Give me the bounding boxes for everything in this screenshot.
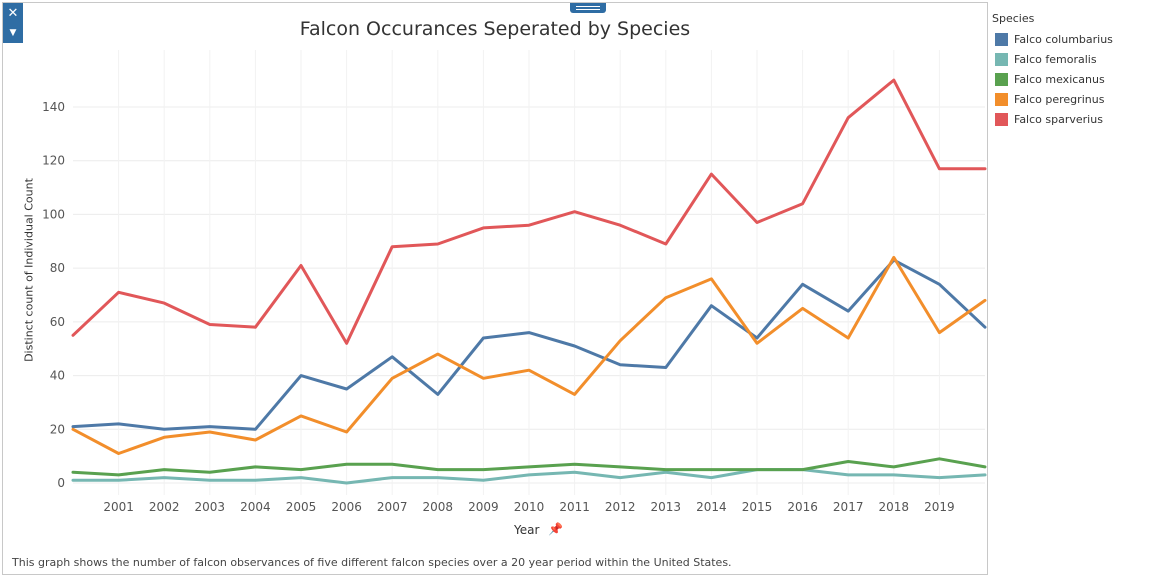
legend-swatch xyxy=(995,32,1008,46)
gridlines xyxy=(73,50,985,495)
x-tick-label: 2006 xyxy=(331,500,362,514)
x-tick-label: 2009 xyxy=(468,500,499,514)
x-tick-label: 2014 xyxy=(696,500,727,514)
legend-item[interactable]: Falco mexicanus xyxy=(992,69,1152,89)
legend-item[interactable]: Falco columbarius xyxy=(992,29,1152,49)
x-tick-label: 2005 xyxy=(286,500,317,514)
chart-title: Falcon Occurances Seperated by Species xyxy=(299,18,691,40)
series-line-falco-sparverius[interactable] xyxy=(71,78,987,345)
y-tick-label: 20 xyxy=(50,422,65,436)
x-tick-label: 2002 xyxy=(149,500,180,514)
legend-swatch xyxy=(995,72,1008,86)
x-axis-ticks: 2001 2002 2003 2004 2005 2006 2007 2008 2009 2010… xyxy=(103,500,954,514)
x-tick-label: 2015 xyxy=(742,500,773,514)
dropdown-menu-icon[interactable]: ▼ xyxy=(3,23,23,43)
x-tick-label: 2001 xyxy=(103,500,134,514)
legend-label: Falco peregrinus xyxy=(1014,92,1105,106)
close-icon[interactable]: ✕ xyxy=(3,3,23,23)
x-tick-label: 2016 xyxy=(787,500,818,514)
y-tick-label: 100 xyxy=(42,207,65,221)
y-tick-label: 40 xyxy=(50,369,65,383)
x-tick-label: 2017 xyxy=(833,500,864,514)
legend-swatch xyxy=(995,112,1008,126)
x-tick-label: 2008 xyxy=(423,500,454,514)
pin-icon[interactable]: 📌 xyxy=(548,522,563,536)
y-tick-label: 60 xyxy=(50,315,65,329)
y-axis-ticks: 0 20 40 60 80 100 120 140 xyxy=(42,100,65,490)
series-line-falco-peregrinus[interactable] xyxy=(71,255,987,455)
x-tick-label: 2004 xyxy=(240,500,271,514)
y-axis-label: Distinct count of Individual Count xyxy=(22,178,36,362)
x-tick-label: 2012 xyxy=(605,500,636,514)
legend-swatch xyxy=(995,92,1008,106)
legend-item[interactable]: Falco femoralis xyxy=(992,49,1152,69)
series-lines xyxy=(71,78,987,485)
series-line-falco-femoralis[interactable] xyxy=(71,468,987,485)
x-tick-label: 2013 xyxy=(651,500,682,514)
x-tick-label: 2007 xyxy=(377,500,408,514)
y-tick-label: 120 xyxy=(42,154,65,168)
chart-caption: This graph shows the number of falcon ob… xyxy=(12,556,732,569)
x-tick-label: 2010 xyxy=(514,500,545,514)
x-tick-label: 2018 xyxy=(879,500,910,514)
x-tick-label: 2011 xyxy=(559,500,590,514)
series-line-falco-columbarius[interactable] xyxy=(71,258,987,431)
series-line-falco-mexicanus[interactable] xyxy=(71,457,987,477)
y-tick-label: 140 xyxy=(42,100,65,114)
legend-title: Species xyxy=(992,12,1035,25)
drag-handle-icon[interactable] xyxy=(570,3,606,13)
y-tick-label: 80 xyxy=(50,261,65,275)
legend-swatch xyxy=(995,52,1008,66)
x-tick-label: 2003 xyxy=(195,500,226,514)
y-tick-label: 0 xyxy=(57,476,65,490)
legend-label: Falco columbarius xyxy=(1014,32,1113,46)
x-axis-label: Year xyxy=(514,523,540,537)
legend-item[interactable]: Falco sparverius xyxy=(992,109,1152,129)
legend-item[interactable]: Falco peregrinus xyxy=(992,89,1152,109)
legend-label: Falco mexicanus xyxy=(1014,72,1105,86)
x-tick-label: 2019 xyxy=(924,500,955,514)
legend-label: Falco femoralis xyxy=(1014,52,1097,66)
legend-label: Falco sparverius xyxy=(1014,112,1103,126)
legend: Species Falco columbarius Falco femoralis… xyxy=(992,12,1152,129)
